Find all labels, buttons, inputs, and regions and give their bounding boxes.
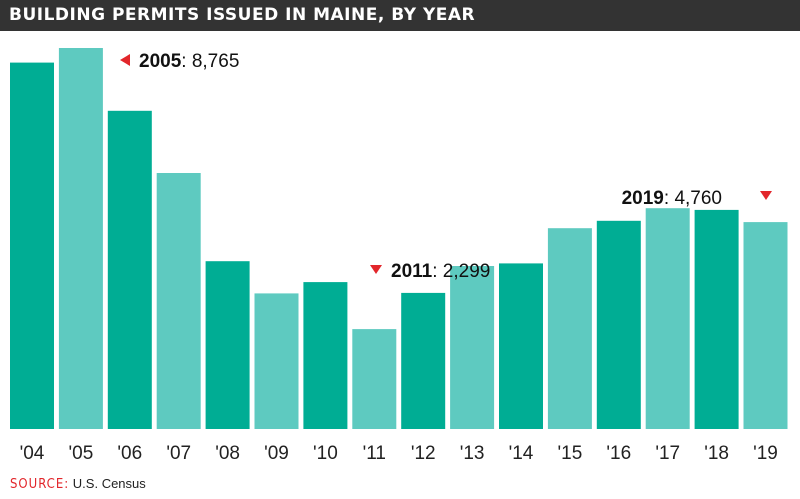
annotation-marker-left	[120, 54, 130, 66]
annotation-marker-down	[760, 191, 772, 200]
x-tick-label-1: '05	[69, 443, 94, 464]
bar-chart: '04 '05 '06 '07 '08 '09 '10 '11 '12 '13 '14 '15 '16 '…	[10, 48, 788, 464]
x-tick-label-4: '08	[215, 443, 240, 464]
x-tick-label-13: '17	[655, 443, 680, 464]
bar-11	[547, 228, 592, 429]
annotation-2005: 2005: 8,765	[120, 51, 239, 72]
bar-6	[303, 282, 348, 429]
annotation-2011: 2011: 2,299	[370, 261, 490, 282]
x-tick-label-5: '09	[264, 443, 289, 464]
x-tick-label-7: '11	[363, 443, 386, 464]
bar-0	[10, 62, 54, 429]
x-tick-label-12: '16	[606, 443, 631, 464]
annotation-year: 2019	[622, 188, 664, 209]
bar-14	[694, 209, 739, 429]
annotation-year: 2011	[391, 261, 433, 282]
annotation-value: : 2,299	[432, 261, 490, 282]
annotation-2019: 2019: 4,760	[622, 188, 772, 209]
svg-text:2019: 4,760: 2019: 4,760	[622, 188, 722, 209]
svg-text:2005: 8,765: 2005: 8,765	[139, 51, 239, 72]
bar-8	[401, 292, 446, 429]
x-tick-label-15: '19	[753, 443, 778, 464]
bar-4	[205, 261, 250, 429]
x-tick-label-8: '12	[411, 443, 436, 464]
x-tick-label-11: '15	[558, 443, 583, 464]
bar-13	[645, 208, 690, 429]
bar-9	[450, 266, 495, 429]
x-tick-label-0: '04	[20, 443, 45, 464]
annotation-marker-down	[370, 265, 382, 274]
bar-2	[107, 110, 152, 430]
annotation-value: : 4,760	[664, 188, 722, 209]
bar-12	[596, 220, 641, 429]
x-tick-label-3: '07	[166, 443, 191, 464]
x-tick-label-10: '14	[509, 443, 534, 464]
annotation-year: 2005	[139, 51, 182, 72]
x-tick-label-9: '13	[460, 443, 485, 464]
source-label: SOURCE:	[10, 477, 70, 492]
annotation-value: : 8,765	[181, 51, 239, 72]
bar-3	[156, 173, 201, 429]
bar-10	[499, 263, 543, 429]
x-tick-label-6: '10	[313, 443, 338, 464]
bar-7	[352, 329, 397, 429]
x-tick-label-14: '18	[704, 443, 729, 464]
chart-title: BUILDING PERMITS ISSUED IN MAINE, BY YEA…	[9, 5, 476, 25]
bar-1	[58, 48, 103, 429]
source-note: SOURCE: U.S. Census	[10, 476, 146, 493]
bar-5	[254, 293, 299, 429]
svg-text:2011: 2,299: 2011: 2,299	[391, 261, 490, 282]
bar-15	[743, 222, 788, 429]
header-bar: BUILDING PERMITS ISSUED IN MAINE, BY YEA…	[0, 0, 800, 31]
source-text: U.S. Census	[72, 476, 146, 491]
x-tick-label-2: '06	[117, 443, 142, 464]
